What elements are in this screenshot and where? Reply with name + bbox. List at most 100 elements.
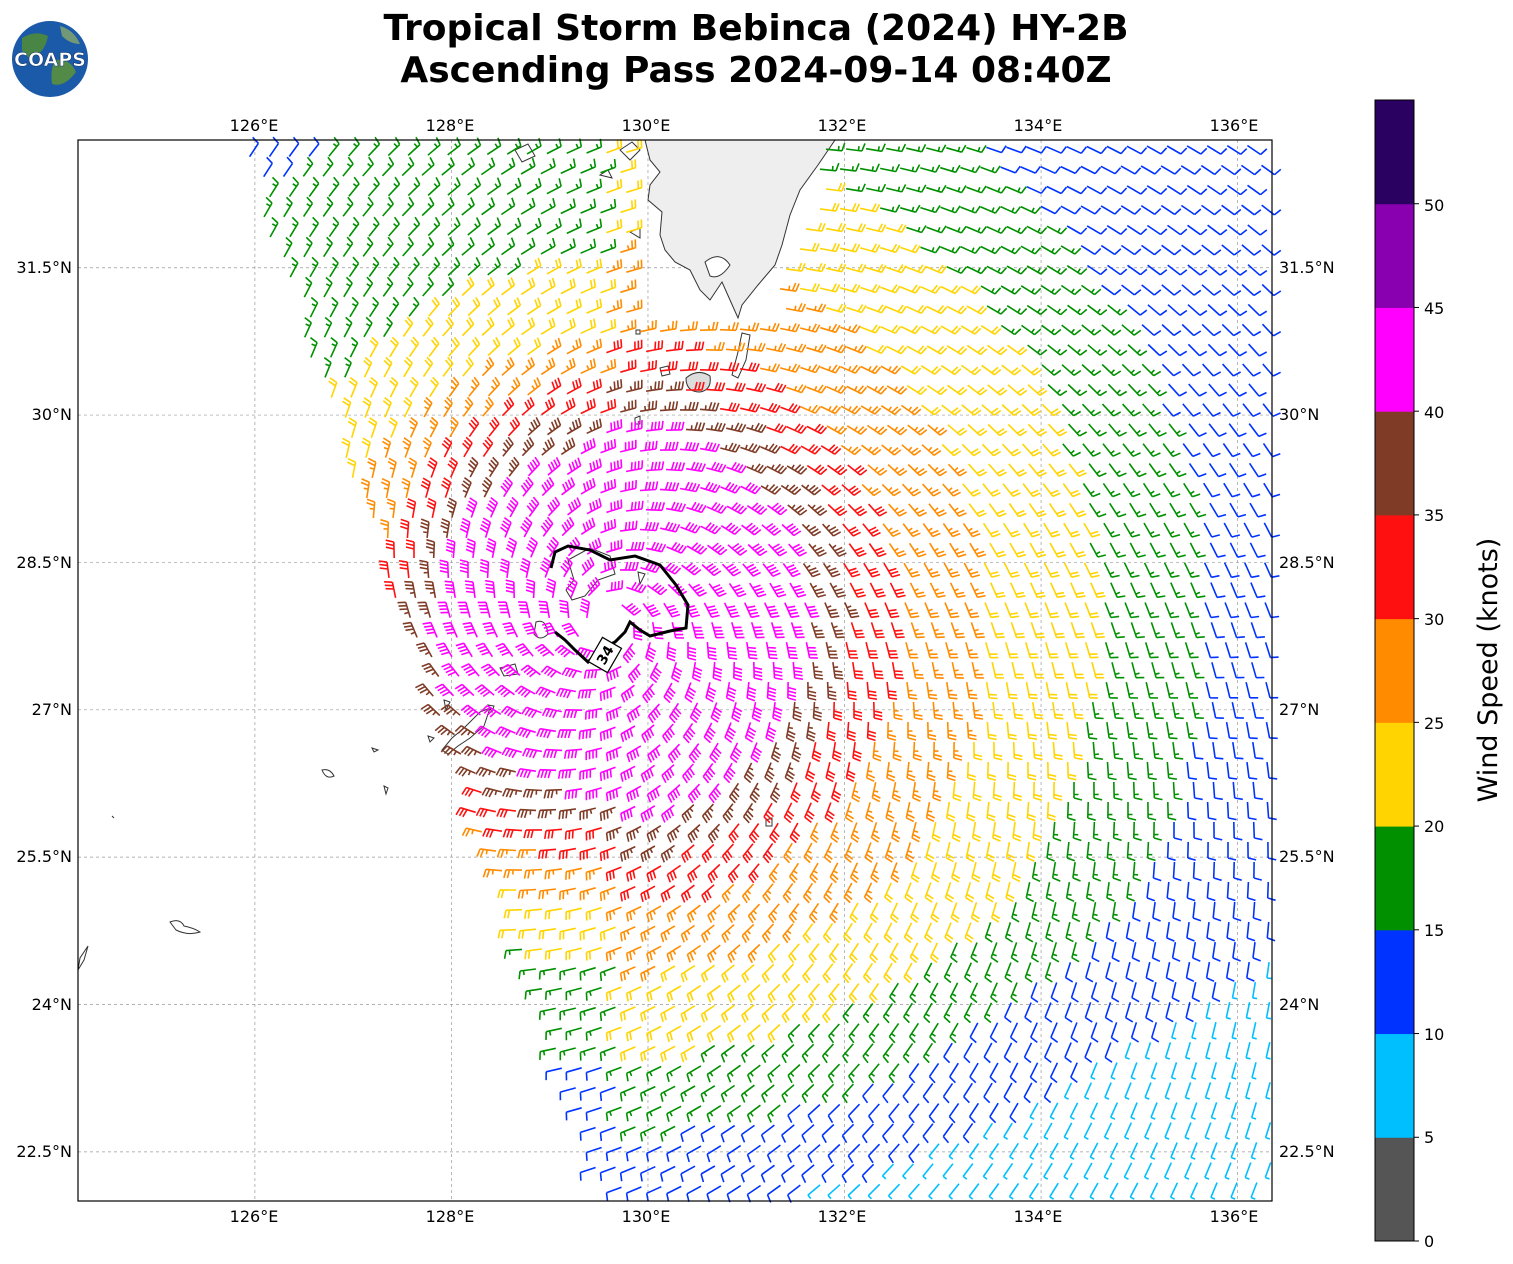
wind-barb <box>1188 423 1207 438</box>
wind-barb <box>639 521 660 532</box>
wind-barb <box>880 405 902 415</box>
wind-barb <box>1012 701 1024 720</box>
wind-barb <box>903 562 921 578</box>
wind-barb <box>926 264 947 274</box>
wind-barb <box>843 922 853 944</box>
wind-barb <box>1063 562 1080 578</box>
wind-barb <box>1201 244 1222 256</box>
wind-barb <box>1029 1102 1039 1120</box>
wind-barb <box>988 503 1007 518</box>
wind-barb <box>1009 1142 1019 1160</box>
wind-barb <box>1152 861 1162 882</box>
wind-barb <box>606 459 623 474</box>
wind-barb <box>786 384 807 394</box>
wind-barb <box>1001 443 1022 457</box>
wind-barb <box>747 984 761 1003</box>
wind-barb <box>1144 642 1159 659</box>
wind-barb <box>1264 1122 1272 1140</box>
wind-barb <box>1166 921 1175 942</box>
wind-barb <box>983 1082 993 1104</box>
wind-barb <box>580 517 596 535</box>
wind-barb <box>903 922 913 944</box>
wind-barb <box>467 456 479 478</box>
wind-barb <box>520 237 536 255</box>
colorbar-segment <box>1375 307 1414 412</box>
wind-barb <box>902 1042 914 1064</box>
wind-barb <box>772 661 783 681</box>
wind-barb <box>520 476 534 497</box>
wind-barb <box>769 822 780 844</box>
wind-barb <box>728 582 747 598</box>
wind-barb <box>862 1003 874 1024</box>
wind-barb <box>447 256 461 277</box>
wind-barb <box>984 602 1000 619</box>
wind-barb <box>787 1144 801 1163</box>
wind-barb <box>1147 343 1168 357</box>
title-line-1: Tropical Storm Bebinca (2024) HY-2B <box>383 8 1128 49</box>
wind-barb <box>869 582 886 598</box>
wind-barb <box>888 1022 900 1044</box>
wind-barb <box>465 538 476 559</box>
wind-barb <box>892 701 903 721</box>
wind-barb <box>743 762 755 784</box>
wind-barb <box>724 722 737 743</box>
wind-barb <box>821 484 842 496</box>
wind-barb <box>599 726 616 741</box>
wind-barb <box>1130 622 1145 639</box>
wind-barb <box>1064 602 1080 619</box>
wind-barb <box>666 824 681 843</box>
wind-barb <box>1191 982 1201 1003</box>
wind-barb <box>968 463 988 477</box>
wind-barb <box>888 503 907 517</box>
lon-label-top: 126°E <box>230 116 279 135</box>
wind-barb <box>726 461 747 474</box>
wind-barb <box>1089 1142 1099 1160</box>
wind-barb <box>606 299 623 314</box>
wind-barb <box>760 1164 775 1183</box>
wind-barb <box>946 345 968 355</box>
wind-barb <box>1129 502 1147 518</box>
wind-barb <box>943 1002 953 1024</box>
wind-barb <box>866 681 878 700</box>
wind-barb <box>1103 562 1120 578</box>
wind-barb <box>606 419 623 434</box>
wind-barb <box>1106 881 1115 902</box>
wind-barb <box>666 1145 682 1162</box>
wind-barb <box>475 642 494 658</box>
wind-barb <box>941 443 962 457</box>
wind-barb <box>1033 781 1043 801</box>
wind-barb <box>980 245 1002 255</box>
wind-barb <box>830 822 840 843</box>
wind-barb <box>1027 344 1048 356</box>
title-line-2: Ascending Pass 2024-09-14 08:40Z <box>400 50 1111 91</box>
wind-barb <box>579 1086 596 1101</box>
wind-barb <box>1170 1062 1178 1080</box>
wind-barb <box>1070 1022 1079 1043</box>
wind-barb <box>1032 821 1042 842</box>
wind-barb <box>839 163 860 172</box>
wind-barb <box>826 384 848 395</box>
wind-barb <box>1066 145 1088 155</box>
wind-barb <box>1224 642 1239 659</box>
wind-barb <box>663 682 676 704</box>
wind-barb <box>781 523 802 537</box>
wind-barb <box>860 243 881 253</box>
wind-barb <box>1224 1122 1232 1140</box>
wind-barb <box>746 382 767 393</box>
wind-barb <box>868 1063 880 1084</box>
wind-barb <box>666 985 682 1003</box>
wind-barb <box>1130 1062 1138 1080</box>
wind-barb <box>963 1002 973 1024</box>
wind-barb <box>792 701 802 722</box>
wind-barb <box>727 863 741 884</box>
wind-barb <box>481 746 502 759</box>
wind-barb <box>495 726 516 739</box>
wind-barb <box>417 601 432 618</box>
wind-barb <box>1251 1022 1257 1040</box>
wind-barb <box>805 222 826 232</box>
wind-barb <box>1009 1062 1019 1084</box>
wind-barb <box>1225 682 1239 699</box>
wind-barb <box>1210 582 1226 599</box>
wind-barb <box>806 464 828 476</box>
wind-barb <box>362 236 374 257</box>
